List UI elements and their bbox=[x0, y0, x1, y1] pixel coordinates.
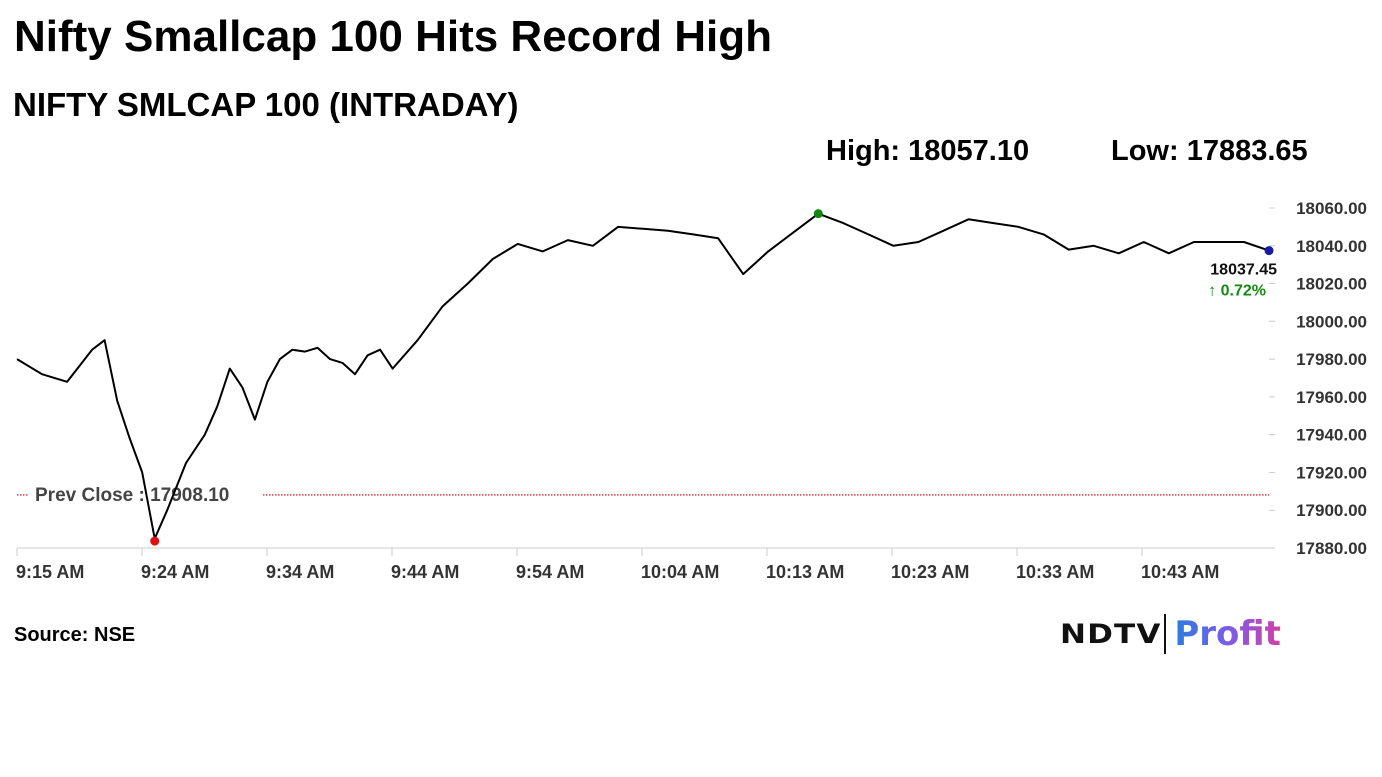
change-percent-label: ↑ 0.72% bbox=[1208, 283, 1266, 300]
x-axis-ticks: 9:15 AM 9:24 AM 9:34 AM 9:44 AM 9:54 AM 10:04… bbox=[16, 548, 1219, 582]
chart-title: Nifty Smallcap 100 Hits Record High bbox=[14, 12, 772, 61]
y-tick-label: 17900.00 bbox=[1296, 501, 1367, 520]
y-tick-label: 18000.00 bbox=[1296, 312, 1367, 331]
y-tick-label: 17880.00 bbox=[1296, 539, 1367, 558]
day-low-marker bbox=[150, 536, 160, 546]
day-high-marker bbox=[813, 209, 823, 219]
last-price-label: 18037.45 bbox=[1210, 262, 1277, 279]
price-line bbox=[16, 212, 1270, 540]
x-tick-label: 10:04 AM bbox=[641, 562, 719, 582]
ndtv-profit-logo: NDTV Profit bbox=[1060, 612, 1281, 656]
x-tick-label: 9:44 AM bbox=[391, 562, 459, 582]
y-tick-label: 17920.00 bbox=[1296, 463, 1367, 482]
y-tick-label: 17940.00 bbox=[1296, 426, 1367, 445]
x-tick-label: 9:15 AM bbox=[16, 562, 84, 582]
chart-subtitle: NIFTY SMLCAP 100 (INTRADAY) bbox=[13, 86, 519, 123]
logo-ndtv-text: NDTV bbox=[1060, 618, 1162, 650]
x-tick-label: 10:13 AM bbox=[766, 562, 844, 582]
x-tick-label: 10:43 AM bbox=[1141, 562, 1219, 582]
prev-close-label: Prev Close : 17908.10 bbox=[35, 485, 229, 506]
day-low-label: Low: 17883.65 bbox=[1111, 135, 1308, 167]
last-price-marker bbox=[1264, 246, 1274, 256]
x-tick-label: 10:23 AM bbox=[891, 562, 969, 582]
y-tick-label: 18020.00 bbox=[1296, 275, 1367, 294]
intraday-line-chart: 9:15 AM 9:24 AM 9:34 AM 9:44 AM 9:54 AM 10:04… bbox=[16, 199, 1367, 582]
y-axis-ticks: 18060.00 18040.00 18020.00 18000.00 17980.00… bbox=[1269, 199, 1367, 558]
x-tick-label: 10:33 AM bbox=[1016, 562, 1094, 582]
y-tick-label: 17960.00 bbox=[1296, 388, 1367, 407]
x-tick-label: 9:54 AM bbox=[516, 562, 584, 582]
source-note: Source: NSE bbox=[14, 624, 136, 646]
day-high-label: High: 18057.10 bbox=[826, 135, 1030, 167]
y-tick-label: 18040.00 bbox=[1296, 237, 1367, 256]
y-tick-label: 18060.00 bbox=[1296, 199, 1367, 218]
logo-profit-text: Profit bbox=[1174, 614, 1281, 654]
x-tick-label: 9:34 AM bbox=[266, 562, 334, 582]
x-tick-label: 9:24 AM bbox=[141, 562, 209, 582]
logo-divider bbox=[1164, 614, 1167, 654]
y-tick-label: 17980.00 bbox=[1296, 350, 1367, 369]
